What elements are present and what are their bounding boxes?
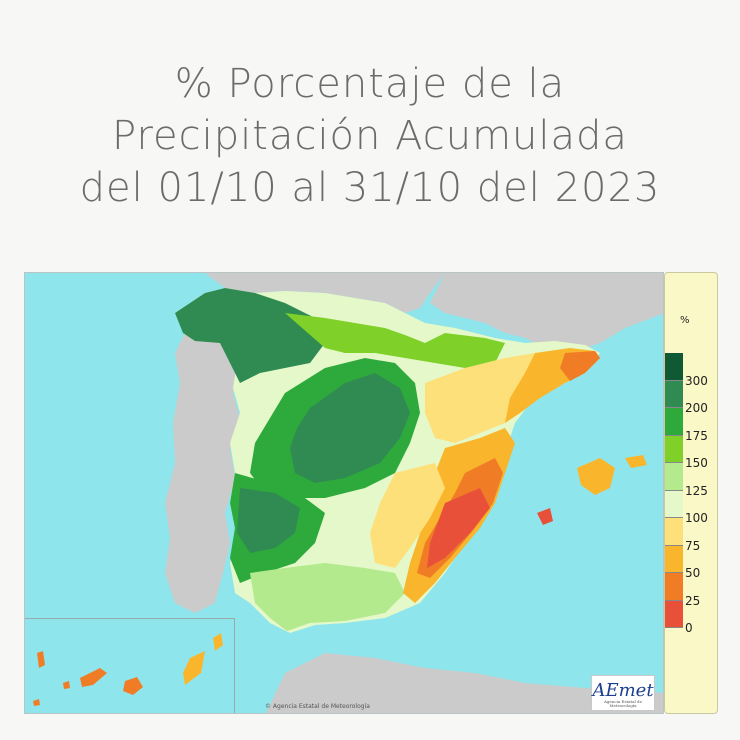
- legend-color-bar: 300 200 175 150 125 100 75 50 25 0: [665, 353, 708, 634]
- legend-label: 25: [685, 593, 701, 608]
- portugal-land: [165, 328, 240, 613]
- aemet-logo-sub: Agencia Estatal de Meteorología: [603, 699, 642, 708]
- zone-cantabria: [285, 313, 505, 368]
- island-gran-canaria: [123, 677, 143, 695]
- island-lanzarote: [213, 633, 223, 651]
- legend-swatch: [665, 353, 683, 381]
- zone-murcia-red: [427, 488, 490, 568]
- map-title: % Porcentaje de la Precipitación Acumula…: [0, 58, 740, 214]
- legend-label: 175: [685, 428, 708, 443]
- credit-text: © Agencia Estatal de Meteorología: [265, 703, 370, 710]
- legend-unit: %: [680, 315, 690, 326]
- island-ibiza: [537, 508, 553, 525]
- zone-andalucia-green: [250, 563, 405, 631]
- legend-swatch: [665, 600, 683, 628]
- africa-land: [265, 653, 663, 713]
- legend-swatch: [665, 408, 683, 436]
- island-tenerife: [80, 668, 107, 687]
- title-line-3: del 01/10 al 31/10 del 2023: [79, 165, 661, 211]
- aemet-logo-text: AEmet: [592, 680, 654, 701]
- legend-swatch: [665, 545, 683, 573]
- zone-mancha-yellow: [370, 463, 445, 568]
- title-line-2: Precipitación Acumulada: [112, 113, 628, 159]
- france-land-east: [430, 273, 663, 353]
- legend-label: 125: [685, 483, 708, 498]
- island-mallorca: [577, 458, 615, 495]
- legend-swatch: [665, 380, 683, 408]
- island-la-palma: [37, 651, 45, 668]
- legend-swatch: [665, 490, 683, 518]
- island-fuerteventura: [183, 651, 205, 685]
- canarias-inset-frame: [25, 618, 235, 713]
- map-drawing: [33, 273, 663, 713]
- legend: % 300 200 175 150 125 100 75 50 25 0: [664, 272, 718, 714]
- legend-label: 75: [685, 538, 701, 553]
- legend-label: 150: [685, 456, 708, 470]
- legend-swatch: [665, 518, 683, 546]
- island-menorca: [625, 455, 647, 468]
- island-la-gomera: [63, 681, 70, 689]
- legend-swatch: [665, 435, 683, 463]
- island-el-hierro: [33, 699, 40, 706]
- zone-catalunya-red: [560, 351, 600, 381]
- aemet-logo: AEmet Agencia Estatal de Meteorología: [591, 675, 655, 711]
- legend-label: 100: [685, 511, 708, 525]
- zone-galicia: [175, 288, 325, 383]
- zone-central-dark: [290, 373, 410, 483]
- title-line-1: % Porcentaje de la: [174, 61, 566, 107]
- precipitation-map: © Agencia Estatal de Meteorología AEmet …: [24, 272, 664, 714]
- legend-swatch: [665, 573, 683, 601]
- legend-label: 50: [685, 566, 701, 580]
- legend-swatch: [665, 463, 683, 491]
- legend-label: 200: [685, 401, 708, 415]
- legend-label: 300: [685, 373, 708, 388]
- zone-extremadura-dark: [237, 488, 300, 553]
- legend-label: 0: [685, 621, 693, 635]
